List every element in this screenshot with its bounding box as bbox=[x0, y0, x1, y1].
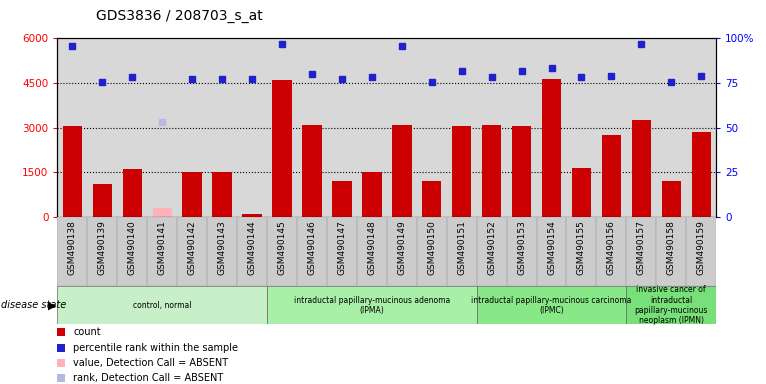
Bar bbox=[452, 126, 471, 217]
Text: GSM490144: GSM490144 bbox=[247, 220, 257, 275]
Text: GSM490158: GSM490158 bbox=[666, 220, 676, 275]
Text: GSM490150: GSM490150 bbox=[427, 220, 437, 275]
Bar bbox=[506, 217, 536, 286]
Text: intraductal papillary-mucinous carcinoma
(IPMC): intraductal papillary-mucinous carcinoma… bbox=[471, 296, 632, 315]
Text: GDS3836 / 208703_s_at: GDS3836 / 208703_s_at bbox=[96, 9, 263, 23]
Bar bbox=[567, 217, 597, 286]
Text: GSM490157: GSM490157 bbox=[637, 220, 646, 275]
Bar bbox=[387, 217, 417, 286]
Bar bbox=[267, 217, 297, 286]
Bar bbox=[571, 168, 591, 217]
Text: GSM490148: GSM490148 bbox=[368, 220, 376, 275]
Bar bbox=[392, 125, 411, 217]
Bar bbox=[662, 181, 681, 217]
Bar bbox=[297, 217, 327, 286]
Bar bbox=[147, 217, 177, 286]
Bar bbox=[476, 286, 627, 324]
Text: GSM490159: GSM490159 bbox=[697, 220, 705, 275]
Text: count: count bbox=[74, 327, 101, 337]
Text: GSM490156: GSM490156 bbox=[607, 220, 616, 275]
Bar bbox=[362, 172, 381, 217]
Bar bbox=[57, 286, 267, 324]
Bar bbox=[212, 172, 232, 217]
Text: disease state: disease state bbox=[1, 300, 66, 310]
Bar bbox=[93, 184, 112, 217]
Bar bbox=[63, 126, 82, 217]
Bar bbox=[512, 126, 532, 217]
Bar bbox=[177, 217, 207, 286]
Bar bbox=[207, 217, 237, 286]
Text: rank, Detection Call = ABSENT: rank, Detection Call = ABSENT bbox=[74, 373, 224, 383]
Bar bbox=[632, 120, 651, 217]
Bar bbox=[57, 217, 87, 286]
Text: GSM490146: GSM490146 bbox=[307, 220, 316, 275]
Bar bbox=[272, 80, 292, 217]
Bar bbox=[417, 217, 447, 286]
Bar bbox=[303, 125, 322, 217]
Bar bbox=[237, 217, 267, 286]
Text: invasive cancer of
intraductal
papillary-mucinous
neoplasm (IPMN): invasive cancer of intraductal papillary… bbox=[634, 285, 708, 325]
Text: GSM490138: GSM490138 bbox=[68, 220, 77, 275]
Bar bbox=[542, 79, 561, 217]
Bar bbox=[686, 217, 716, 286]
Text: intraductal papillary-mucinous adenoma
(IPMA): intraductal papillary-mucinous adenoma (… bbox=[293, 296, 450, 315]
Bar bbox=[627, 217, 656, 286]
Bar bbox=[447, 217, 476, 286]
Text: GSM490145: GSM490145 bbox=[277, 220, 286, 275]
Bar bbox=[327, 217, 357, 286]
Text: GSM490155: GSM490155 bbox=[577, 220, 586, 275]
Text: GSM490139: GSM490139 bbox=[98, 220, 107, 275]
Bar bbox=[332, 181, 352, 217]
Text: GSM490143: GSM490143 bbox=[218, 220, 227, 275]
Bar bbox=[482, 125, 502, 217]
Text: GSM490151: GSM490151 bbox=[457, 220, 466, 275]
Bar bbox=[117, 217, 147, 286]
Bar bbox=[267, 286, 476, 324]
Text: ▶: ▶ bbox=[48, 300, 57, 310]
Bar bbox=[182, 172, 202, 217]
Text: GSM490149: GSM490149 bbox=[398, 220, 406, 275]
Text: GSM490147: GSM490147 bbox=[337, 220, 346, 275]
Bar bbox=[357, 217, 387, 286]
Text: GSM490140: GSM490140 bbox=[128, 220, 137, 275]
Text: GSM490154: GSM490154 bbox=[547, 220, 556, 275]
Bar bbox=[87, 217, 117, 286]
Bar bbox=[536, 217, 567, 286]
Bar bbox=[242, 214, 262, 217]
Text: GSM490152: GSM490152 bbox=[487, 220, 496, 275]
Bar bbox=[152, 208, 172, 217]
Bar bbox=[656, 217, 686, 286]
Bar bbox=[422, 181, 441, 217]
Text: GSM490141: GSM490141 bbox=[158, 220, 167, 275]
Text: control, normal: control, normal bbox=[133, 301, 192, 310]
Bar bbox=[597, 217, 627, 286]
Bar bbox=[692, 132, 711, 217]
Text: GSM490153: GSM490153 bbox=[517, 220, 526, 275]
Text: percentile rank within the sample: percentile rank within the sample bbox=[74, 343, 238, 353]
Bar bbox=[123, 169, 142, 217]
Bar bbox=[476, 217, 506, 286]
Bar bbox=[601, 135, 621, 217]
Text: GSM490142: GSM490142 bbox=[188, 220, 197, 275]
Text: value, Detection Call = ABSENT: value, Detection Call = ABSENT bbox=[74, 358, 228, 368]
Bar bbox=[627, 286, 716, 324]
